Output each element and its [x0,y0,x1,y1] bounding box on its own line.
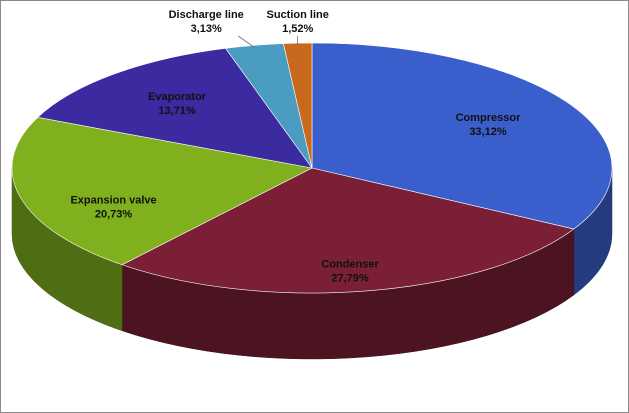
slice [311,42,613,230]
value-label: 27,79% [331,272,369,284]
value-label: 20,73% [95,209,133,221]
value-label: 3,13% [191,23,222,35]
value-label: 33,12% [469,126,507,138]
slice-label: Discharge line [169,9,244,21]
slice-label: Expansion valve [70,195,156,207]
value-label: 13,71% [158,105,196,117]
slice-label: Compressor [456,112,522,124]
leader-line [237,35,255,48]
slice-label: Evaporator [148,91,207,103]
value-label: 1,52% [282,23,313,35]
slice [121,167,575,294]
slice-label: Condenser [321,258,379,270]
slice-label: Suction line [267,9,329,21]
slice [37,47,313,169]
